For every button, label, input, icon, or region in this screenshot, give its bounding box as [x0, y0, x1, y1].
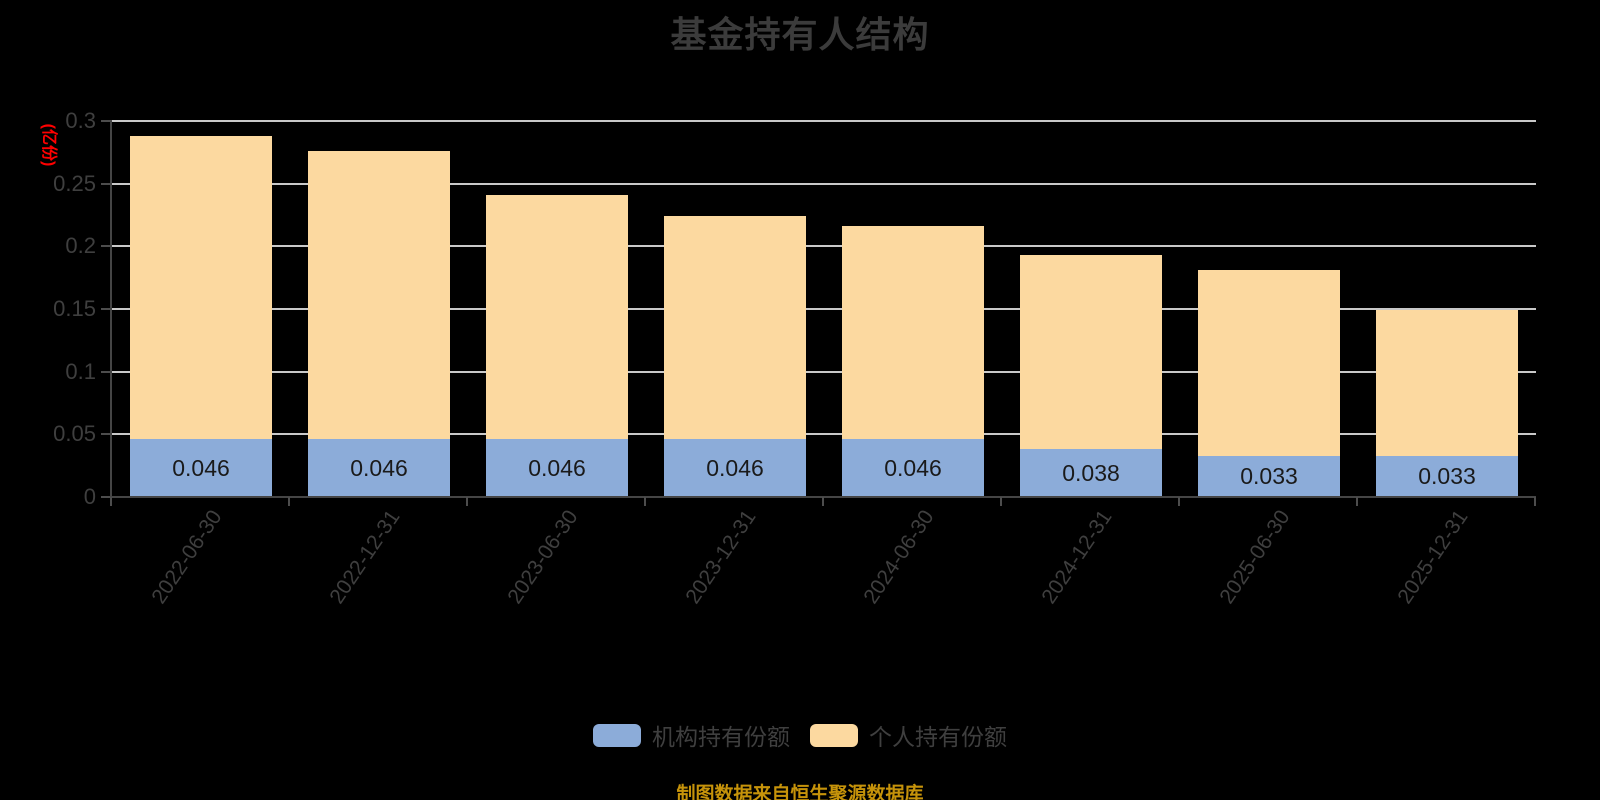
- bar-segment-institutional: [1020, 449, 1162, 497]
- y-tick-label: 0.3: [65, 108, 96, 133]
- x-axis-label: 2022-06-30: [146, 506, 227, 608]
- y-tick-label: 0.1: [65, 358, 96, 384]
- bar-segment-individual: [130, 136, 272, 440]
- bar-value-label: 0.046: [884, 454, 942, 481]
- gridline: [112, 245, 1536, 248]
- bar-segment-individual: [486, 194, 628, 440]
- gridline: [112, 433, 1536, 436]
- x-tick-mark: [1356, 497, 1358, 506]
- bar-segment-institutional: [130, 439, 272, 497]
- legend-swatch-institutional-icon: [593, 723, 641, 747]
- x-axis-label: 2024-06-30: [858, 506, 939, 608]
- bar-segment-institutional: [842, 439, 984, 497]
- bar-value-label: 0.033: [1418, 462, 1476, 489]
- bar-segment-institutional: [1198, 455, 1340, 497]
- x-tick-mark: [1000, 497, 1002, 506]
- gridline: [112, 182, 1536, 185]
- source-note: 制图数据来自恒生聚源数据库: [676, 784, 924, 800]
- bar-segment-individual: [1198, 270, 1340, 456]
- bar-segment-institutional: [308, 439, 450, 497]
- bar-segment-individual: [664, 216, 806, 440]
- bar-segment-institutional: [486, 439, 628, 497]
- bar-value-label: 0.046: [350, 454, 408, 481]
- x-axis-label: 2025-06-30: [1214, 506, 1295, 608]
- y-tick-mark: [101, 370, 112, 373]
- gridline: [112, 370, 1536, 373]
- y-tick-mark: [101, 308, 112, 310]
- x-tick-mark: [466, 497, 468, 506]
- y-tick-mark: [101, 182, 112, 185]
- legend-swatch-individual-icon: [810, 723, 858, 747]
- bar-segment-individual: [1376, 310, 1518, 456]
- legend-label-institutional: 机构持有份额: [652, 724, 790, 750]
- bar-segment-institutional: [664, 439, 806, 497]
- y-tick-mark: [101, 120, 112, 122]
- x-tick-mark: [1178, 497, 1180, 506]
- x-tick-mark: [1534, 497, 1536, 506]
- bar-value-label: 0.046: [528, 454, 586, 481]
- bar-segment-individual: [308, 151, 450, 440]
- x-tick-mark: [110, 497, 112, 506]
- y-axis-line: [110, 121, 112, 497]
- y-tick-label: 0: [83, 484, 96, 509]
- bar-segment-individual: [1020, 255, 1162, 450]
- chart-legend: 机构持有份额 个人持有份额: [0, 718, 1600, 752]
- y-tick-label: 0.15: [53, 296, 96, 321]
- gridline: [112, 120, 1536, 122]
- legend-item-individual: 个人持有份额: [810, 718, 1007, 752]
- x-tick-mark: [288, 497, 290, 506]
- x-axis-label: 2022-12-31: [324, 506, 405, 608]
- x-tick-mark: [822, 497, 824, 506]
- y-tick-mark: [101, 245, 112, 248]
- x-axis-label: 2023-06-30: [502, 506, 583, 608]
- bar-segment-institutional: [1376, 455, 1518, 497]
- x-tick-mark: [644, 497, 646, 506]
- x-axis-label: 2023-12-31: [680, 506, 761, 608]
- bar-value-label: 0.046: [172, 454, 230, 481]
- y-tick-label: 0.05: [53, 421, 96, 447]
- x-axis-label: 2025-12-31: [1392, 506, 1473, 608]
- y-tick-mark: [101, 496, 112, 498]
- y-tick-label: 0.2: [65, 233, 96, 259]
- chart-title: 基金持有人结构: [670, 14, 930, 55]
- bar-value-label: 0.033: [1240, 462, 1298, 489]
- x-axis-label: 2024-12-31: [1036, 506, 1117, 608]
- gridline: [112, 308, 1536, 310]
- legend-label-individual: 个人持有份额: [869, 724, 1007, 750]
- y-tick-label: 0.25: [53, 170, 96, 196]
- bar-segment-individual: [842, 226, 984, 440]
- bar-value-label: 0.046: [706, 454, 764, 481]
- y-tick-mark: [101, 433, 112, 436]
- bar-value-label: 0.038: [1062, 459, 1120, 486]
- legend-item-institutional: 机构持有份额: [593, 718, 790, 752]
